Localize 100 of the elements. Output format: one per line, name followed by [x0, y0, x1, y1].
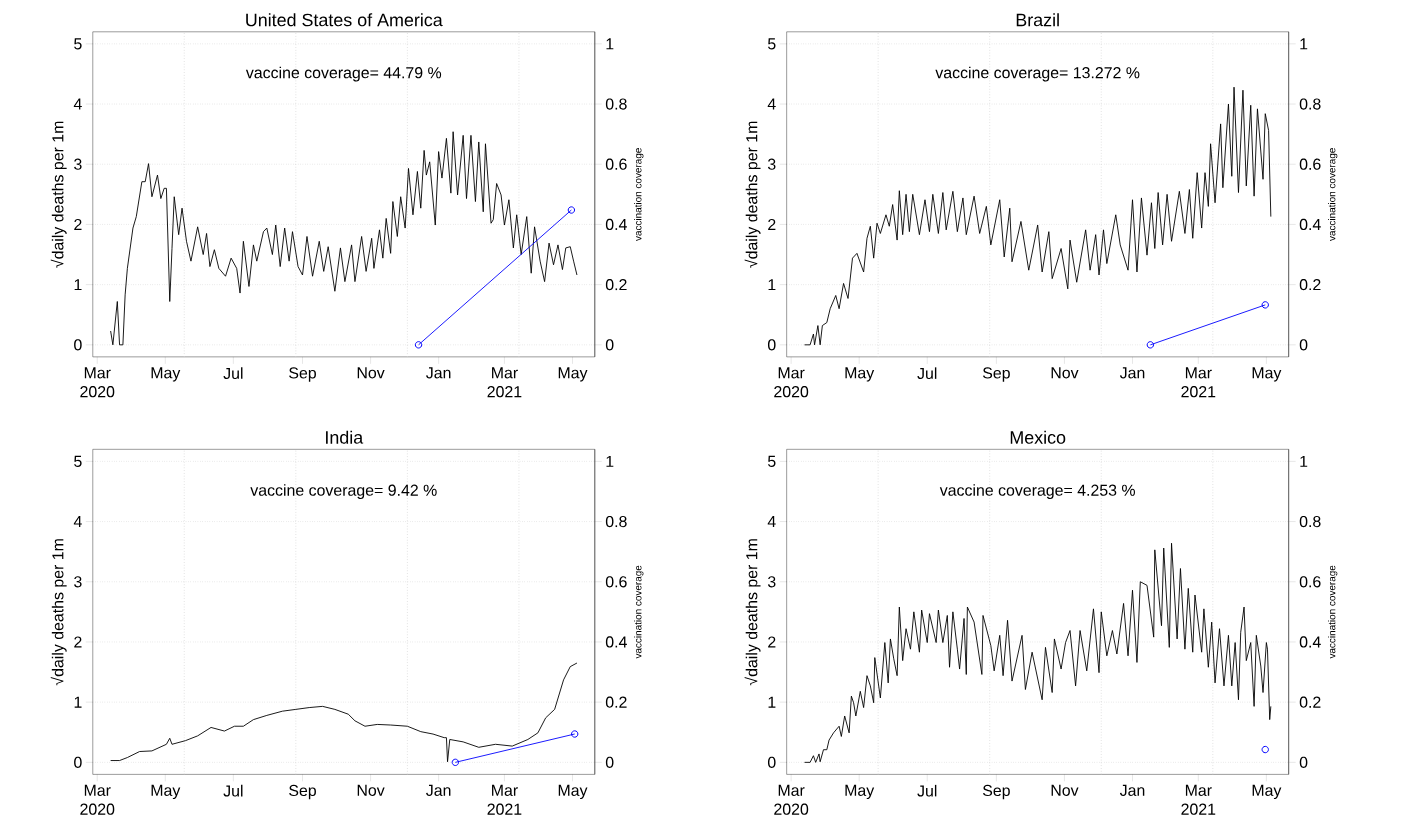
- x-tick-label: Sep: [982, 367, 1010, 382]
- x-tick-label: Jul: [223, 784, 243, 797]
- y-axis-title: √daily deaths per 1m: [744, 121, 761, 268]
- line-series: [110, 662, 578, 763]
- y2-tick-label: 0.8: [605, 515, 627, 528]
- x-tick-label: Sep: [289, 367, 316, 382]
- line-series: [110, 131, 578, 346]
- y-tick-label: 3: [767, 576, 776, 588]
- y2-tick-label: 0.6: [605, 158, 627, 170]
- x-tick-label: May: [845, 367, 875, 382]
- annotation: vaccine coverage= 13.272 %: [935, 66, 1140, 82]
- x-tick-label: May: [845, 784, 875, 800]
- y-tick-label: 5: [767, 455, 776, 467]
- y-tick-label: 1: [768, 279, 776, 291]
- x-tick-label: Mar 2021: [487, 784, 522, 815]
- y2-tick-label: 0.4: [605, 218, 627, 231]
- y-tick-label: 4: [767, 516, 776, 528]
- y2-tick-label: 0.8: [1299, 98, 1321, 110]
- y2-tick-label: 0.6: [1299, 158, 1321, 170]
- x-tick-label: Mar 2020: [774, 784, 809, 815]
- y2-tick-label: 0: [605, 756, 614, 768]
- y2-tick-label: 0.4: [605, 636, 627, 648]
- annotation: vaccine coverage= 9.42 %: [250, 484, 437, 499]
- y2-tick-label: 0.6: [1299, 576, 1321, 588]
- x-tick-label: Sep: [289, 784, 316, 800]
- y-tick-label: 4: [73, 516, 82, 528]
- x-tick-label: Mar 2020: [80, 784, 115, 815]
- y2-tick-label: 0.2: [605, 696, 627, 708]
- y-tick-label: 2: [768, 636, 776, 648]
- x-tick-label: May: [151, 367, 181, 382]
- y2-tick-label: 0.8: [605, 98, 627, 110]
- x-tick-label: Jan: [426, 367, 451, 379]
- y2-tick-label: 1: [606, 455, 614, 467]
- y2-tick-label: 1: [606, 38, 614, 50]
- y-tick-label: 5: [767, 38, 776, 50]
- x-tick-label: Mar 2020: [80, 367, 115, 398]
- y-tick-label: 3: [74, 158, 82, 170]
- line-series: [804, 542, 1272, 763]
- y-tick-label: 4: [767, 98, 776, 110]
- chart-title: Brazil: [1016, 13, 1059, 27]
- chart-title: Mexico: [1010, 430, 1066, 444]
- x-tick-label: Mar 2021: [487, 367, 522, 398]
- x-tick-label: May: [1252, 367, 1282, 382]
- x-tick-label: Mar 2020: [774, 367, 809, 398]
- x-tick-label: Jul: [917, 784, 937, 797]
- y2-tick-label: 0: [605, 339, 614, 351]
- y2-tick-label: 0.4: [1299, 218, 1321, 231]
- x-tick-label: Sep: [982, 784, 1010, 800]
- x-tick-label: Jan: [426, 784, 451, 796]
- x-tick-label: May: [558, 367, 588, 382]
- y-axis-title: √daily deaths per 1m: [50, 539, 67, 686]
- x-tick-label: Jan: [1119, 784, 1145, 796]
- x-tick-label: Jul: [223, 367, 243, 380]
- x-tick-label: May: [558, 784, 588, 800]
- x-tick-label: Nov: [1051, 367, 1079, 379]
- y2-axis-title: vaccination coverage: [1328, 565, 1338, 659]
- y2-tick-label: 0.2: [1299, 696, 1321, 708]
- y-tick-label: 2: [74, 636, 82, 648]
- y-tick-label: 3: [767, 158, 776, 170]
- y-tick-label: 0: [767, 756, 776, 768]
- y2-tick-label: 0.2: [1299, 278, 1321, 291]
- y2-tick-label: 0: [1299, 756, 1308, 768]
- y-tick-label: 0: [767, 339, 776, 351]
- y-tick-label: 1: [74, 696, 82, 708]
- x-tick-label: Nov: [1051, 784, 1079, 796]
- y2-axis-title: vaccination coverage: [1328, 148, 1338, 241]
- annotation: vaccine coverage= 44.79 %: [245, 66, 442, 82]
- y-tick-label: 2: [74, 218, 82, 230]
- line-series: [804, 86, 1272, 346]
- x-tick-label: May: [151, 784, 181, 800]
- y2-axis-title: vaccination coverage: [634, 148, 644, 241]
- chart-title: United States of America: [246, 13, 443, 27]
- x-tick-label: Nov: [357, 367, 385, 379]
- y2-tick-label: 0: [1299, 339, 1308, 351]
- y-tick-label: 1: [768, 696, 776, 708]
- x-tick-label: May: [1252, 784, 1282, 800]
- y-tick-label: 4: [73, 98, 82, 110]
- x-tick-label: Nov: [357, 784, 385, 796]
- x-tick-label: Mar 2021: [1181, 784, 1216, 815]
- y2-tick-label: 0.2: [605, 278, 627, 291]
- y2-tick-label: 1: [1300, 38, 1308, 50]
- annotation: vaccine coverage= 4.253 %: [939, 484, 1135, 499]
- x-tick-label: Jan: [1119, 367, 1145, 379]
- y-tick-label: 2: [768, 218, 776, 230]
- y-tick-label: 3: [74, 576, 82, 588]
- y2-tick-label: 0.8: [1299, 515, 1321, 528]
- y2-tick-label: 0.4: [1299, 636, 1321, 648]
- x-tick-label: Jul: [917, 367, 937, 380]
- y2-axis-title: vaccination coverage: [634, 565, 644, 659]
- x-tick-label: Mar 2021: [1181, 367, 1216, 398]
- y-axis-title: √daily deaths per 1m: [744, 539, 761, 686]
- y-tick-label: 1: [74, 279, 82, 291]
- y2-tick-label: 1: [1300, 455, 1308, 467]
- y2-tick-label: 0.6: [605, 576, 627, 588]
- y-tick-label: 5: [74, 38, 82, 50]
- y-tick-label: 0: [74, 339, 82, 351]
- y-tick-label: 0: [74, 756, 82, 768]
- y-axis-title: √daily deaths per 1m: [50, 121, 67, 268]
- y-tick-label: 5: [74, 455, 82, 467]
- chart-title: India: [326, 430, 364, 444]
